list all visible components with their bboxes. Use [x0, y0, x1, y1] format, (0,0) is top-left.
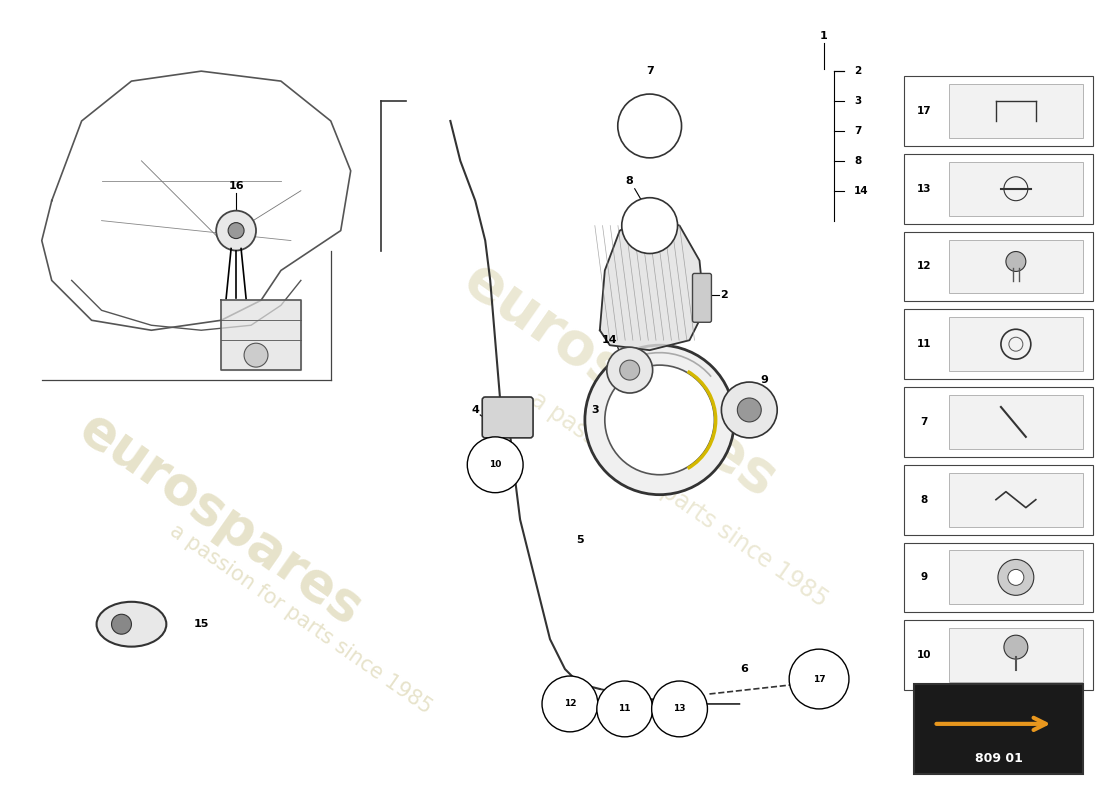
- Circle shape: [1005, 251, 1026, 271]
- Text: 2: 2: [854, 66, 861, 76]
- Text: 14: 14: [854, 186, 869, 196]
- Text: 809 01: 809 01: [975, 752, 1022, 766]
- FancyBboxPatch shape: [948, 84, 1084, 138]
- Text: 13: 13: [673, 705, 685, 714]
- Text: 4: 4: [471, 405, 480, 415]
- FancyBboxPatch shape: [482, 397, 534, 438]
- Text: 9: 9: [920, 572, 927, 582]
- Circle shape: [722, 382, 778, 438]
- Text: 8: 8: [854, 156, 861, 166]
- Circle shape: [737, 398, 761, 422]
- Circle shape: [585, 345, 735, 494]
- Circle shape: [998, 559, 1034, 595]
- Text: 7: 7: [920, 417, 927, 427]
- Text: 11: 11: [916, 339, 931, 349]
- Circle shape: [542, 676, 597, 732]
- Circle shape: [1008, 570, 1024, 586]
- Text: 9: 9: [760, 375, 768, 385]
- Text: a passion for parts since 1985: a passion for parts since 1985: [166, 521, 436, 718]
- Text: 3: 3: [591, 405, 598, 415]
- Circle shape: [244, 343, 268, 367]
- Circle shape: [468, 437, 524, 493]
- Text: 7: 7: [646, 66, 653, 76]
- FancyBboxPatch shape: [948, 239, 1084, 294]
- Polygon shape: [600, 216, 704, 350]
- FancyBboxPatch shape: [904, 154, 1093, 224]
- Text: 6: 6: [740, 664, 748, 674]
- Text: a passion for parts since 1985: a passion for parts since 1985: [527, 387, 833, 612]
- Text: 7: 7: [854, 126, 861, 136]
- FancyBboxPatch shape: [904, 310, 1093, 379]
- Text: 17: 17: [916, 106, 931, 116]
- FancyBboxPatch shape: [948, 395, 1084, 449]
- Text: eurospares: eurospares: [452, 251, 788, 510]
- Circle shape: [619, 360, 640, 380]
- Text: 10: 10: [916, 650, 931, 660]
- Text: 13: 13: [916, 184, 931, 194]
- Circle shape: [228, 222, 244, 238]
- Text: eurospares: eurospares: [69, 402, 373, 636]
- FancyBboxPatch shape: [948, 162, 1084, 216]
- FancyBboxPatch shape: [904, 465, 1093, 534]
- Circle shape: [607, 347, 652, 393]
- FancyBboxPatch shape: [948, 550, 1084, 604]
- FancyBboxPatch shape: [904, 387, 1093, 457]
- Text: 2: 2: [720, 290, 728, 300]
- FancyBboxPatch shape: [948, 473, 1084, 526]
- Text: 8: 8: [626, 176, 634, 186]
- FancyBboxPatch shape: [904, 542, 1093, 612]
- Text: 15: 15: [194, 619, 209, 630]
- Text: 10: 10: [490, 460, 502, 470]
- Text: 8: 8: [920, 494, 927, 505]
- Text: 17: 17: [813, 674, 825, 683]
- Circle shape: [217, 210, 256, 250]
- FancyBboxPatch shape: [948, 628, 1084, 682]
- Polygon shape: [221, 300, 301, 370]
- Text: 12: 12: [563, 699, 576, 709]
- Ellipse shape: [97, 602, 166, 646]
- Circle shape: [605, 365, 714, 474]
- FancyBboxPatch shape: [904, 231, 1093, 302]
- Text: 11: 11: [618, 705, 631, 714]
- Circle shape: [618, 94, 682, 158]
- FancyBboxPatch shape: [904, 620, 1093, 690]
- Circle shape: [789, 649, 849, 709]
- FancyBboxPatch shape: [693, 274, 712, 322]
- Text: 1: 1: [821, 31, 828, 42]
- Text: 16: 16: [229, 181, 244, 190]
- Circle shape: [651, 681, 707, 737]
- FancyBboxPatch shape: [904, 76, 1093, 146]
- FancyBboxPatch shape: [914, 684, 1084, 774]
- Text: 5: 5: [576, 534, 584, 545]
- Circle shape: [111, 614, 132, 634]
- Circle shape: [1004, 635, 1027, 659]
- Text: 12: 12: [916, 262, 931, 271]
- FancyBboxPatch shape: [948, 318, 1084, 371]
- Text: 3: 3: [854, 96, 861, 106]
- Circle shape: [597, 681, 652, 737]
- Circle shape: [621, 198, 678, 254]
- FancyArrowPatch shape: [936, 718, 1046, 730]
- Text: 14: 14: [602, 335, 617, 346]
